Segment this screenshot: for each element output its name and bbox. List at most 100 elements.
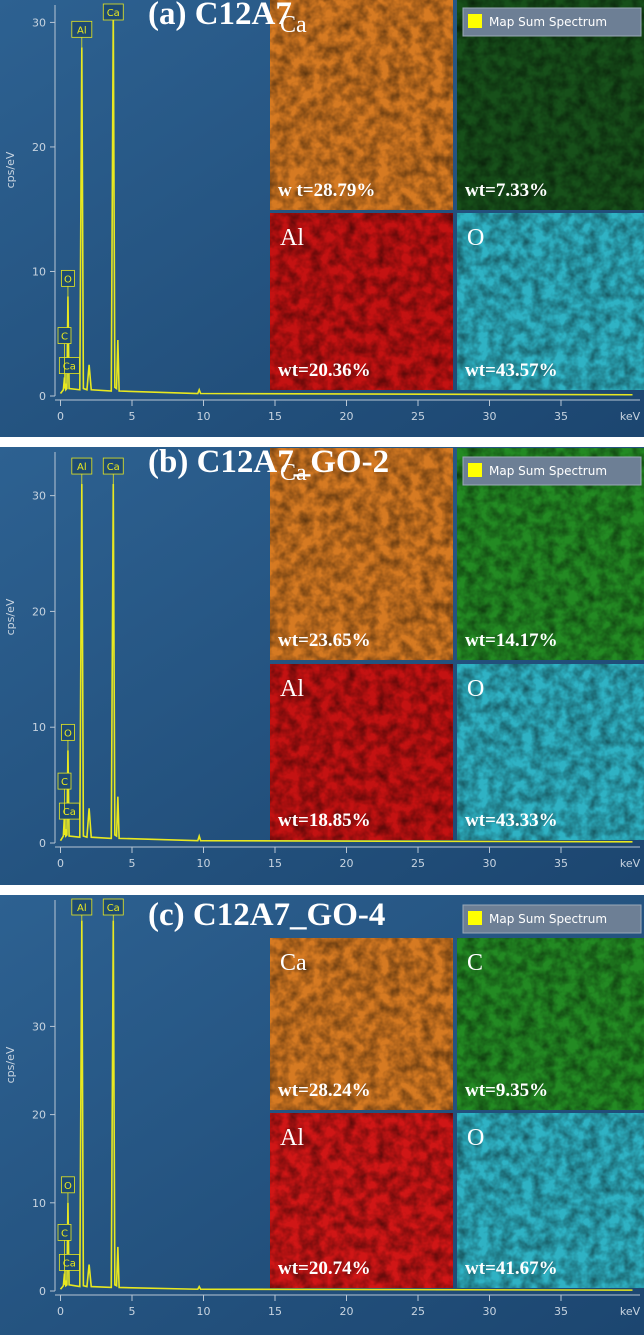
map-wt: w t=28.79% [278, 180, 375, 201]
x-tick-label: 15 [268, 857, 282, 870]
peak-label: Al [77, 462, 87, 473]
map-texture [270, 213, 453, 390]
map-element: Ca [280, 950, 307, 976]
legend-box [462, 904, 642, 934]
peak-label: Ca [63, 1258, 76, 1269]
x-tick-label: 0 [57, 1305, 64, 1318]
peak-label-box [71, 898, 93, 916]
x-tick-label: 0 [57, 857, 64, 870]
map-texture [270, 938, 453, 1110]
legend-swatch [468, 463, 482, 477]
map-element: Ca [280, 460, 307, 486]
y-axis-label: cps/eV [4, 151, 17, 188]
y-tick-label: 30 [32, 490, 46, 503]
x-tick-label: 35 [554, 857, 568, 870]
x-tick-label: 10 [197, 1305, 211, 1318]
x-tick-label: 30 [483, 857, 497, 870]
x-tick-label: 5 [129, 1305, 136, 1318]
map-wt: wt=20.36% [278, 360, 371, 381]
map-element: Ca [280, 12, 307, 38]
x-tick-label: 5 [129, 857, 136, 870]
legend-swatch [468, 911, 482, 925]
y-tick-label: 20 [32, 141, 46, 154]
x-tick-label: 25 [411, 410, 425, 423]
legend-label: Map Sum Spectrum [489, 912, 607, 926]
map-wt: wt=23.65% [278, 630, 371, 651]
peak-label: C [61, 332, 68, 343]
peak-label-box [71, 457, 93, 475]
peak-label-box [57, 1224, 72, 1241]
y-tick-label: 10 [32, 265, 46, 278]
y-tick-label: 0 [39, 390, 46, 403]
peak-label-box [57, 772, 72, 790]
peak-label-box [71, 20, 93, 38]
legend-box [462, 7, 642, 37]
y-tick-label: 20 [32, 605, 46, 618]
x-tick-label: 20 [340, 857, 354, 870]
map-texture [457, 664, 644, 840]
x-axis-label: keV [620, 1305, 641, 1318]
peak-label: Ca [63, 807, 76, 818]
x-tick-label: 20 [340, 410, 354, 423]
peak-label: Al [77, 25, 87, 36]
panel-title: (a) C12A7 [148, 0, 292, 32]
x-tick-label: 30 [483, 410, 497, 423]
map-element: Al [280, 225, 304, 251]
panel: 0 10 20 30 0 5 10 15 20 25 30 35 keV cps/eV Ca C O Al Ca Ca… [0, 444, 644, 885]
y-tick-label: 10 [32, 721, 46, 734]
x-tick-label: 10 [197, 857, 211, 870]
peak-label-box [61, 269, 75, 287]
x-axis-label: keV [620, 857, 641, 870]
y-tick-label: 30 [32, 1020, 46, 1033]
peak-label: Ca [107, 462, 120, 473]
peak-label: C [61, 1228, 68, 1239]
peak-label: Ca [63, 362, 76, 373]
legend-label: Map Sum Spectrum [489, 15, 607, 29]
peak-label: Ca [107, 8, 120, 19]
legend-label: Map Sum Spectrum [489, 464, 607, 478]
map-texture [457, 1113, 644, 1288]
legend-box [462, 456, 642, 486]
spectrum-line [59, 484, 633, 843]
x-tick-label: 25 [411, 857, 425, 870]
map-texture [270, 0, 453, 210]
peak-label: C [61, 777, 68, 788]
spectrum-line [59, 9, 633, 396]
map-texture [457, 938, 644, 1110]
map-element: O [467, 1125, 484, 1151]
x-tick-label: 15 [268, 1305, 282, 1318]
peak-label-box [57, 327, 72, 344]
peak-label: Al [77, 903, 87, 914]
map-wt: wt=43.57% [465, 360, 558, 381]
map-element: Al [280, 676, 304, 702]
map-wt: wt=28.24% [278, 1080, 371, 1101]
y-axis-label: cps/eV [4, 1046, 17, 1083]
peak-label-box [102, 457, 124, 475]
map-texture [270, 1113, 453, 1288]
x-tick-label: 25 [411, 1305, 425, 1318]
y-tick-label: 10 [32, 1197, 46, 1210]
panel-title: (c) C12A7_GO-4 [148, 897, 385, 933]
peak-label: Ca [107, 903, 120, 914]
peak-label-box [61, 723, 75, 741]
x-tick-label: 0 [57, 410, 64, 423]
peak-label-box [61, 1176, 75, 1194]
x-tick-label: 5 [129, 410, 136, 423]
panel-title: (b) C12A7_GO-2 [148, 444, 389, 480]
x-tick-label: 30 [483, 1305, 497, 1318]
x-tick-label: 35 [554, 410, 568, 423]
x-axis-label: keV [620, 410, 641, 423]
map-texture [270, 448, 453, 660]
x-tick-label: 20 [340, 1305, 354, 1318]
map-element: O [467, 225, 484, 251]
map-element: C [467, 950, 483, 976]
panel: 0 10 20 30 0 5 10 15 20 25 30 35 keV cps/eV Ca C O Al Ca Ca… [0, 0, 644, 437]
map-wt: wt=7.33% [465, 180, 548, 201]
peak-label: O [64, 728, 72, 739]
map-wt: wt=43.33% [465, 810, 558, 831]
y-axis-label: cps/eV [4, 598, 17, 635]
y-tick-label: 20 [32, 1109, 46, 1122]
map-wt: wt=20.74% [278, 1258, 371, 1279]
map-texture [457, 213, 644, 390]
